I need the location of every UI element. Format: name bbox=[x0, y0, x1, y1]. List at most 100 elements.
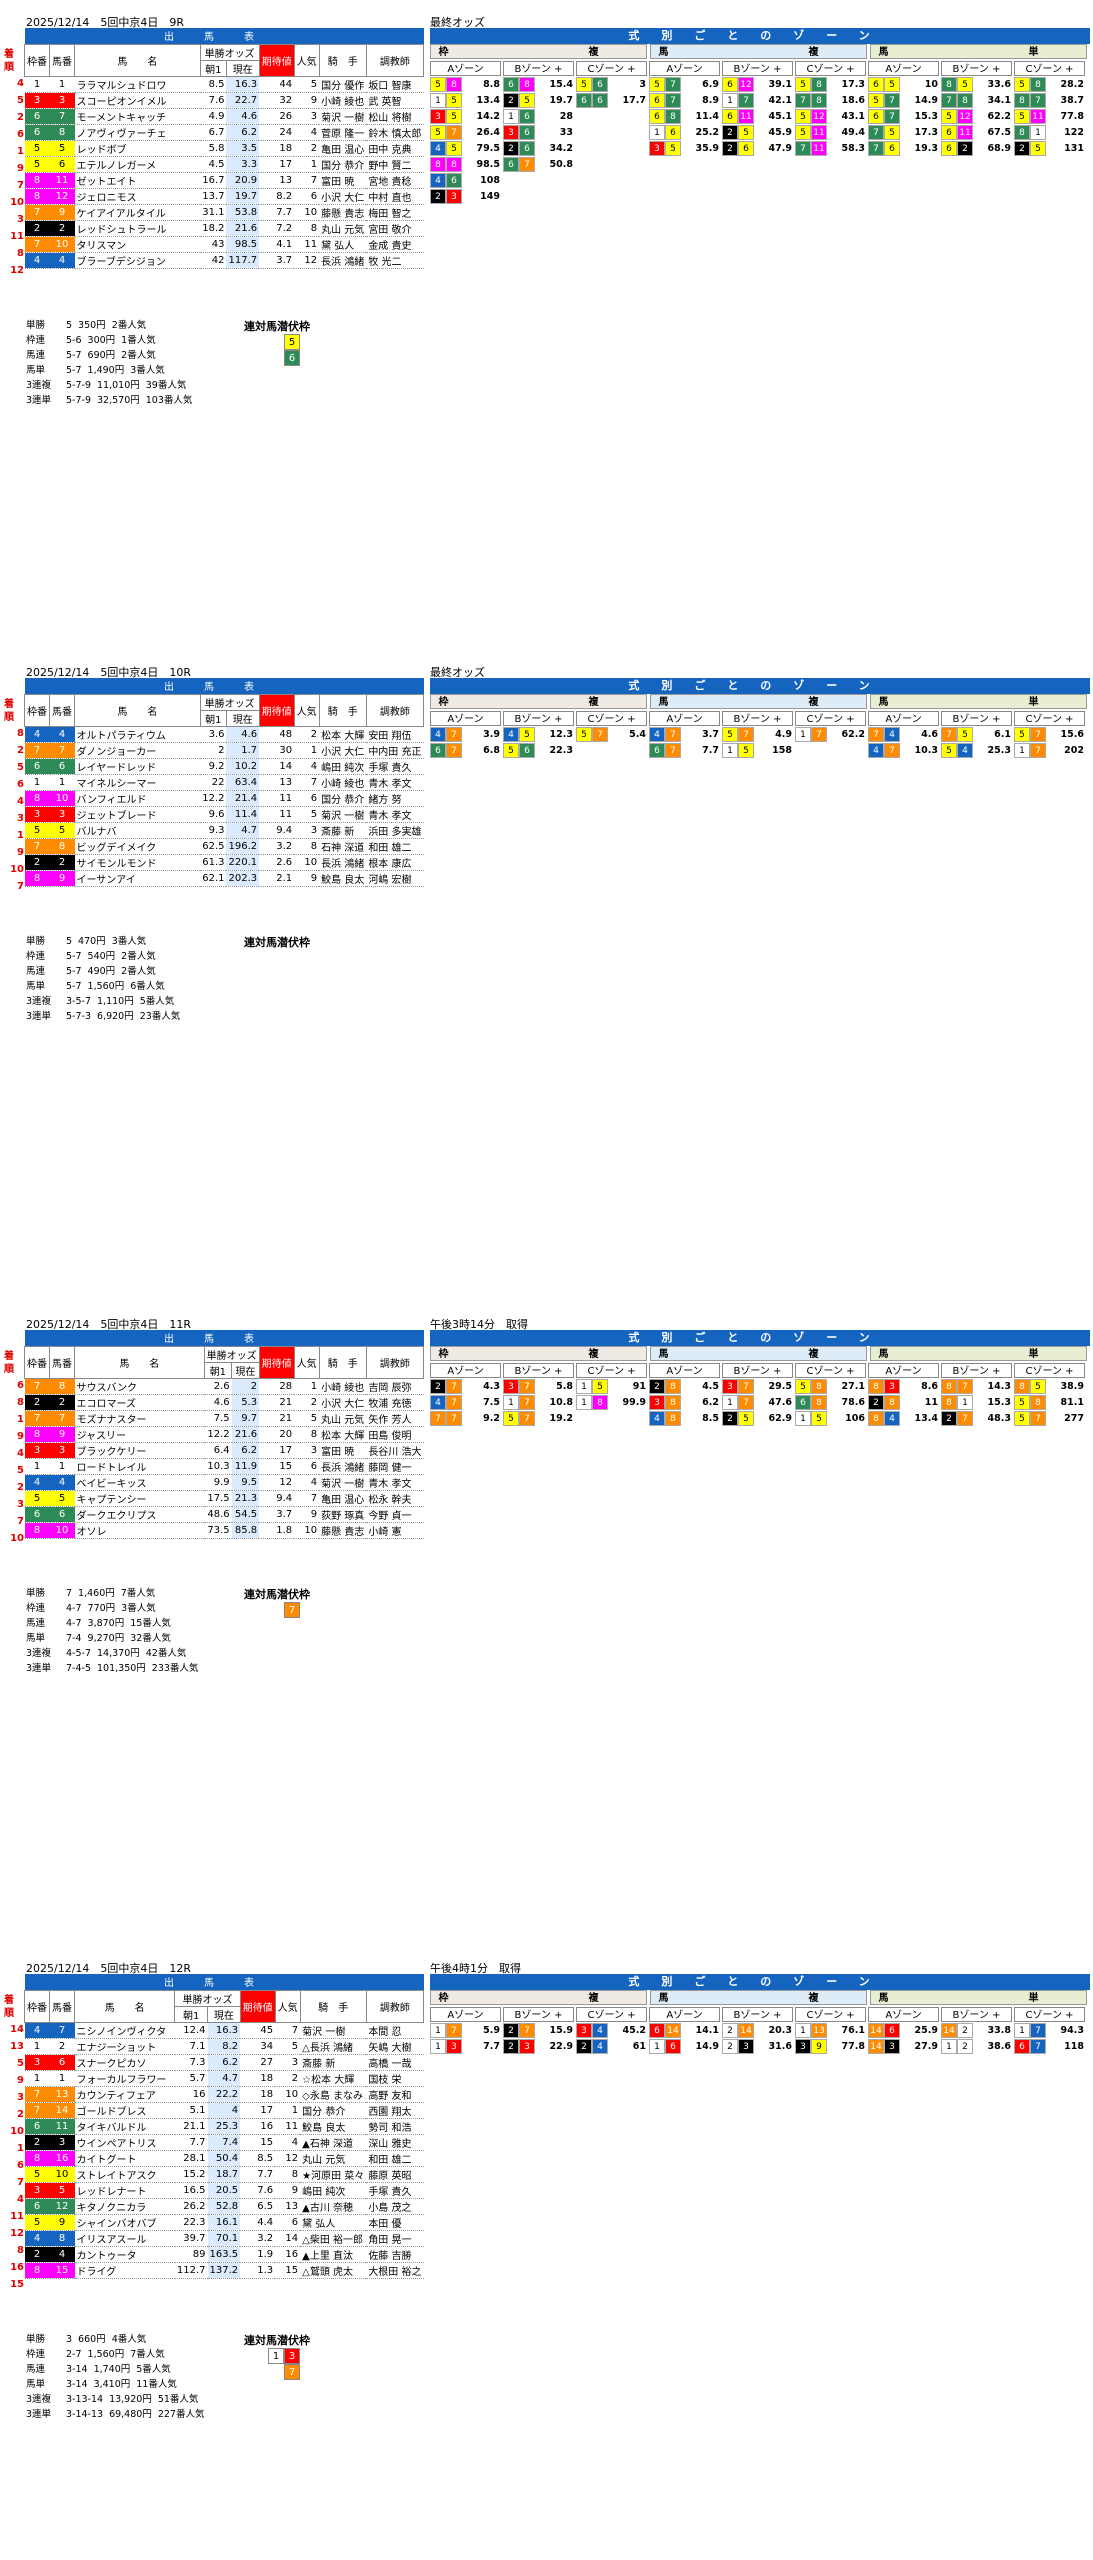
table-row[interactable]: 4 4 ブラーブデシジョン 42 117.7 3.7 12 長浜 鴻緒牧 光二 bbox=[24, 252, 424, 269]
zone-row[interactable]: 8 8 98.5 bbox=[430, 157, 503, 172]
zone-row[interactable]: 8 1 15.3 bbox=[941, 1395, 1014, 1410]
zone-row[interactable]: 1 7 42.1 bbox=[722, 93, 795, 108]
table-row[interactable]: 8 12 ジェロニモス 13.7 19.7 8.2 6 小沢 大仁 中村 直也 bbox=[24, 188, 424, 205]
zone-row[interactable]: 5 8 8.8 bbox=[430, 77, 503, 92]
table-row[interactable]: 3 6 スナークピカソ 7.3 6.2 27 3 斎藤 新高橋 一哉 bbox=[24, 2054, 424, 2071]
table-row[interactable]: 8 11 ゼットエイト 16.7 20.9 13 7 富田 暁宮地 貴稔 bbox=[24, 172, 424, 189]
zone-row[interactable]: 7 4 4.6 bbox=[868, 727, 941, 742]
zone-row[interactable]: 5 7 15.6 bbox=[1014, 727, 1087, 742]
zone-row[interactable]: 6 14 14.1 bbox=[649, 2023, 722, 2038]
zone-row[interactable]: 8 5 33.6 bbox=[941, 77, 1014, 92]
table-row[interactable]: 1 2 エナジーショット 7.1 8.2 34 5 △長浜 鴻緒 矢嶋 大樹 bbox=[24, 2038, 424, 2055]
zone-row[interactable]: 3 8 6.2 bbox=[649, 1395, 722, 1410]
table-row[interactable]: 8 10 オソレ 73.5 85.8 1.8 10 藤懸 貴志 小崎 憲 bbox=[24, 1522, 424, 1539]
table-row[interactable]: 3 3 スコーピオンイメル 7.6 22.7 32 9 小崎 綾也武 英智 bbox=[24, 92, 424, 109]
table-row[interactable]: 5 5 バルナバ 9.3 4.7 9.4 3 斎藤 新浜田 多実雄 bbox=[24, 822, 424, 839]
zone-row[interactable]: 7 5 6.1 bbox=[941, 727, 1014, 742]
zone-row[interactable]: 8 3 8.6 bbox=[868, 1379, 941, 1394]
zone-row[interactable]: 4 7 3.7 bbox=[649, 727, 722, 742]
zone-row[interactable]: 5 8 27.1 bbox=[795, 1379, 868, 1394]
zone-row[interactable]: 3 9 77.8 bbox=[795, 2039, 868, 2054]
zone-row[interactable]: 4 7 3.9 bbox=[430, 727, 503, 742]
zone-row[interactable]: 1 13 76.1 bbox=[795, 2023, 868, 2038]
zone-row[interactable]: 5 8 17.3 bbox=[795, 77, 868, 92]
table-row[interactable]: 1 1 ロードトレイル 10.3 11.9 15 6 長浜 鴻緒 藤岡 健一 bbox=[24, 1458, 424, 1475]
zone-row[interactable]: 14 6 25.9 bbox=[868, 2023, 941, 2038]
zone-row[interactable]: 6 7 6.8 bbox=[430, 743, 503, 758]
zone-row[interactable]: 1 7 47.6 bbox=[722, 1395, 795, 1410]
zone-row[interactable]: 2 7 4.3 bbox=[430, 1379, 503, 1394]
table-row[interactable]: 8 16 カイトグート 28.1 50.4 8.5 12 丸山 元気 和田 雄二 bbox=[24, 2150, 424, 2167]
zone-row[interactable]: 4 8 8.5 bbox=[649, 1411, 722, 1426]
table-row[interactable]: 4 4 オルトパラティウム 3.6 4.6 48 2 松本 大輝 安田 翔伍 bbox=[24, 726, 424, 743]
zone-row[interactable]: 3 7 5.8 bbox=[503, 1379, 576, 1394]
zone-row[interactable]: 6 5 10 bbox=[868, 77, 941, 92]
table-row[interactable]: 8 9 イーサンアイ 62.1 202.3 2.1 9 鮫島 良太 河嶋 宏樹 bbox=[24, 870, 424, 887]
table-row[interactable]: 6 6 ダークエクリプス 48.6 54.5 3.7 9 荻野 琢真 今野 貞一 bbox=[24, 1506, 424, 1523]
zone-row[interactable]: 2 6 47.9 bbox=[722, 141, 795, 156]
zone-row[interactable]: 6 12 39.1 bbox=[722, 77, 795, 92]
zone-row[interactable]: 8 4 13.4 bbox=[868, 1411, 941, 1426]
table-row[interactable]: 5 5 キャプテンシー 17.5 21.3 9.4 7 亀田 温心 松永 幹夫 bbox=[24, 1490, 424, 1507]
zone-row[interactable]: 6 7 8.9 bbox=[649, 93, 722, 108]
table-row[interactable]: 7 14 ゴールドブレス 5.1 4 17 1 国分 恭介 西園 翔太 bbox=[24, 2102, 424, 2119]
zone-row[interactable]: 3 6 33 bbox=[503, 125, 576, 140]
zone-row[interactable]: 1 7 202 bbox=[1014, 743, 1087, 758]
zone-row[interactable]: 1 5 106 bbox=[795, 1411, 868, 1426]
zone-row[interactable]: 5 8 81.1 bbox=[1014, 1395, 1087, 1410]
zone-row[interactable]: 1 6 25.2 bbox=[649, 125, 722, 140]
table-row[interactable]: 8 15 ドライグ 112.7 137.2 1.3 15 △鷲頭 虎太 大根田 裕之 bbox=[24, 2262, 424, 2279]
zone-row[interactable]: 1 7 10.8 bbox=[503, 1395, 576, 1410]
zone-row[interactable]: 2 14 20.3 bbox=[722, 2023, 795, 2038]
table-row[interactable]: 2 4 カントゥータ 89 163.5 1.9 16 ▲上里 直汰 佐藤 吉勝 bbox=[24, 2246, 424, 2263]
zone-row[interactable]: 6 7 118 bbox=[1014, 2039, 1087, 2054]
table-row[interactable]: 6 11 タイキバルドル 21.1 25.3 16 11 鮫島 良太 勢司 和浩 bbox=[24, 2118, 424, 2135]
zone-row[interactable]: 1 7 94.3 bbox=[1014, 2023, 1087, 2038]
zone-row[interactable]: 5 8 28.2 bbox=[1014, 77, 1087, 92]
zone-row[interactable]: 1 6 28 bbox=[503, 109, 576, 124]
table-row[interactable]: 1 1 フォーカルフラワー 5.7 4.7 18 2 ☆松本 大輝 国枝 栄 bbox=[24, 2070, 424, 2087]
table-row[interactable]: 2 2 エコロマーズ 4.6 5.3 21 2 小沢 大仁 牧浦 充徳 bbox=[24, 1394, 424, 1411]
zone-row[interactable]: 5 12 43.1 bbox=[795, 109, 868, 124]
zone-row[interactable]: 8 7 14.3 bbox=[941, 1379, 1014, 1394]
zone-row[interactable]: 2 5 131 bbox=[1014, 141, 1087, 156]
zone-row[interactable]: 1 8 99.9 bbox=[576, 1395, 649, 1410]
zone-row[interactable]: 1 2 38.6 bbox=[941, 2039, 1014, 2054]
zone-row[interactable]: 1 7 62.2 bbox=[795, 727, 868, 742]
zone-row[interactable]: 5 7 26.4 bbox=[430, 125, 503, 140]
zone-row[interactable]: 5 12 62.2 bbox=[941, 109, 1014, 124]
zone-row[interactable]: 3 4 45.2 bbox=[576, 2023, 649, 2038]
zone-row[interactable]: 1 7 5.9 bbox=[430, 2023, 503, 2038]
zone-row[interactable]: 3 5 14.2 bbox=[430, 109, 503, 124]
table-row[interactable]: 6 12 キタノクニカラ 26.2 52.8 6.5 13 ▲古川 奈穂 小島 茂之 bbox=[24, 2198, 424, 2215]
zone-row[interactable]: 4 7 10.3 bbox=[868, 743, 941, 758]
table-row[interactable]: 7 10 タリスマン 43 98.5 4.1 11 黛 弘人 金成 貴史 bbox=[24, 236, 424, 253]
zone-row[interactable]: 1 6 14.9 bbox=[649, 2039, 722, 2054]
zone-row[interactable]: 5 6 22.3 bbox=[503, 743, 576, 758]
table-row[interactable]: 2 2 レッドシュトラール 18.2 21.6 7.2 8 丸山 元気 宮田 敬介 bbox=[24, 220, 424, 237]
zone-row[interactable]: 3 7 29.5 bbox=[722, 1379, 795, 1394]
table-row[interactable]: 6 6 レイヤードレッド 9.2 10.2 14 4 嶋田 純次 手塚 貴久 bbox=[24, 758, 424, 775]
zone-row[interactable]: 8 1 122 bbox=[1014, 125, 1087, 140]
zone-row[interactable]: 5 7 277 bbox=[1014, 1411, 1087, 1426]
zone-row[interactable]: 2 5 45.9 bbox=[722, 125, 795, 140]
zone-row[interactable]: 6 8 11.4 bbox=[649, 109, 722, 124]
zone-row[interactable]: 5 11 77.8 bbox=[1014, 109, 1087, 124]
zone-row[interactable]: 6 6 17.7 bbox=[576, 93, 649, 108]
zone-row[interactable]: 4 6 108 bbox=[430, 173, 503, 188]
zone-row[interactable]: 2 8 11 bbox=[868, 1395, 941, 1410]
table-row[interactable]: 7 13 カウンティフェア 16 22.2 18 10 ◇永島 まなみ 高野 友和 bbox=[24, 2086, 424, 2103]
table-row[interactable]: 1 1 マイネルシーマー 22 63.4 13 7 小崎 綾也 青木 孝文 bbox=[24, 774, 424, 791]
zone-row[interactable]: 6 11 45.1 bbox=[722, 109, 795, 124]
zone-row[interactable]: 5 7 4.9 bbox=[722, 727, 795, 742]
table-row[interactable]: 8 9 ジャスリー 12.2 21.6 20 8 松本 大輝 田島 俊明 bbox=[24, 1426, 424, 1443]
table-row[interactable]: 6 8 ノアヴィヴァーチェ 6.7 6.2 24 4 菅原 隆一 鈴木 慎太郎 bbox=[24, 124, 424, 141]
table-row[interactable]: 7 9 ケイアイアルタイル 31.1 53.8 7.7 10 藤懸 貴志 梅田 智之 bbox=[24, 204, 424, 221]
zone-row[interactable]: 7 11 58.3 bbox=[795, 141, 868, 156]
table-row[interactable]: 4 4 ベイビーキッス 9.9 9.5 12 4 菊沢 一樹 青木 孝文 bbox=[24, 1474, 424, 1491]
zone-row[interactable]: 5 4 25.3 bbox=[941, 743, 1014, 758]
zone-row[interactable]: 5 7 19.2 bbox=[503, 1411, 576, 1426]
zone-row[interactable]: 8 5 38.9 bbox=[1014, 1379, 1087, 1394]
table-row[interactable]: 4 8 イリスアスール 39.7 70.1 3.2 14 △柴田 裕一郎 角田 晃一 bbox=[24, 2230, 424, 2247]
